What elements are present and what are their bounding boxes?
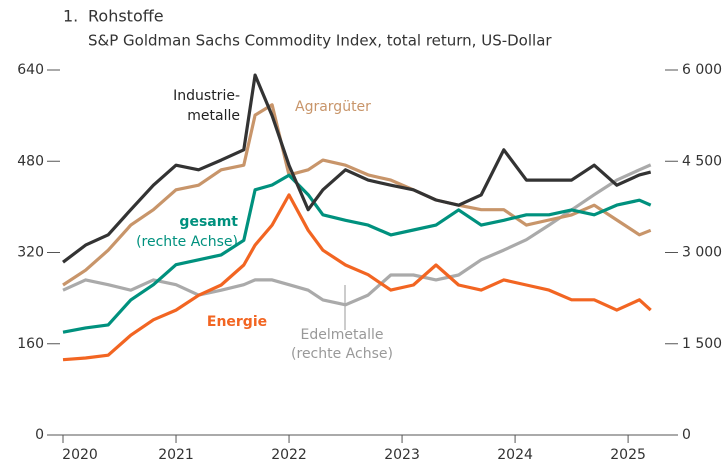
y-tick-label: 0 bbox=[35, 427, 44, 443]
annotation: gesamt bbox=[179, 214, 238, 230]
y2-tick-label: 6 000 bbox=[682, 62, 722, 78]
y-tick-label: 160 bbox=[17, 336, 44, 352]
chart-title: Rohstoffe bbox=[88, 7, 164, 26]
annotation: metalle bbox=[187, 108, 240, 124]
y-tick-label: 320 bbox=[17, 245, 44, 261]
chart-subtitle: S&P Goldman Sachs Commodity Index, total… bbox=[88, 32, 552, 50]
x-tick-label: 2020 bbox=[62, 447, 98, 463]
annotation: (rechte Achse) bbox=[136, 234, 238, 250]
x-tick-label: 2025 bbox=[610, 447, 646, 463]
annotation: Energie bbox=[207, 314, 267, 330]
y2-tick-label: 0 bbox=[682, 427, 691, 443]
y2-tick-label: 4 500 bbox=[682, 153, 722, 169]
chart-number: 1. bbox=[63, 7, 78, 26]
annotation: Edelmetalle bbox=[301, 327, 384, 343]
series-line bbox=[62, 173, 652, 334]
y-tick-label: 640 bbox=[17, 62, 44, 78]
annotation: Industrie- bbox=[173, 88, 240, 104]
annotation: (rechte Achse) bbox=[291, 346, 393, 362]
series-line bbox=[62, 163, 652, 307]
x-tick-label: 2023 bbox=[384, 447, 420, 463]
y2-tick-label: 3 000 bbox=[682, 245, 722, 261]
annotation: Agrargüter bbox=[295, 99, 371, 115]
x-tick-label: 2021 bbox=[158, 447, 194, 463]
series-line bbox=[62, 103, 652, 287]
x-tick-label: 2022 bbox=[271, 447, 307, 463]
x-tick-label: 2024 bbox=[497, 447, 533, 463]
series-line bbox=[62, 193, 652, 362]
series-line bbox=[62, 73, 652, 264]
y-tick-label: 480 bbox=[17, 153, 44, 169]
y2-tick-label: 1 500 bbox=[682, 336, 722, 352]
